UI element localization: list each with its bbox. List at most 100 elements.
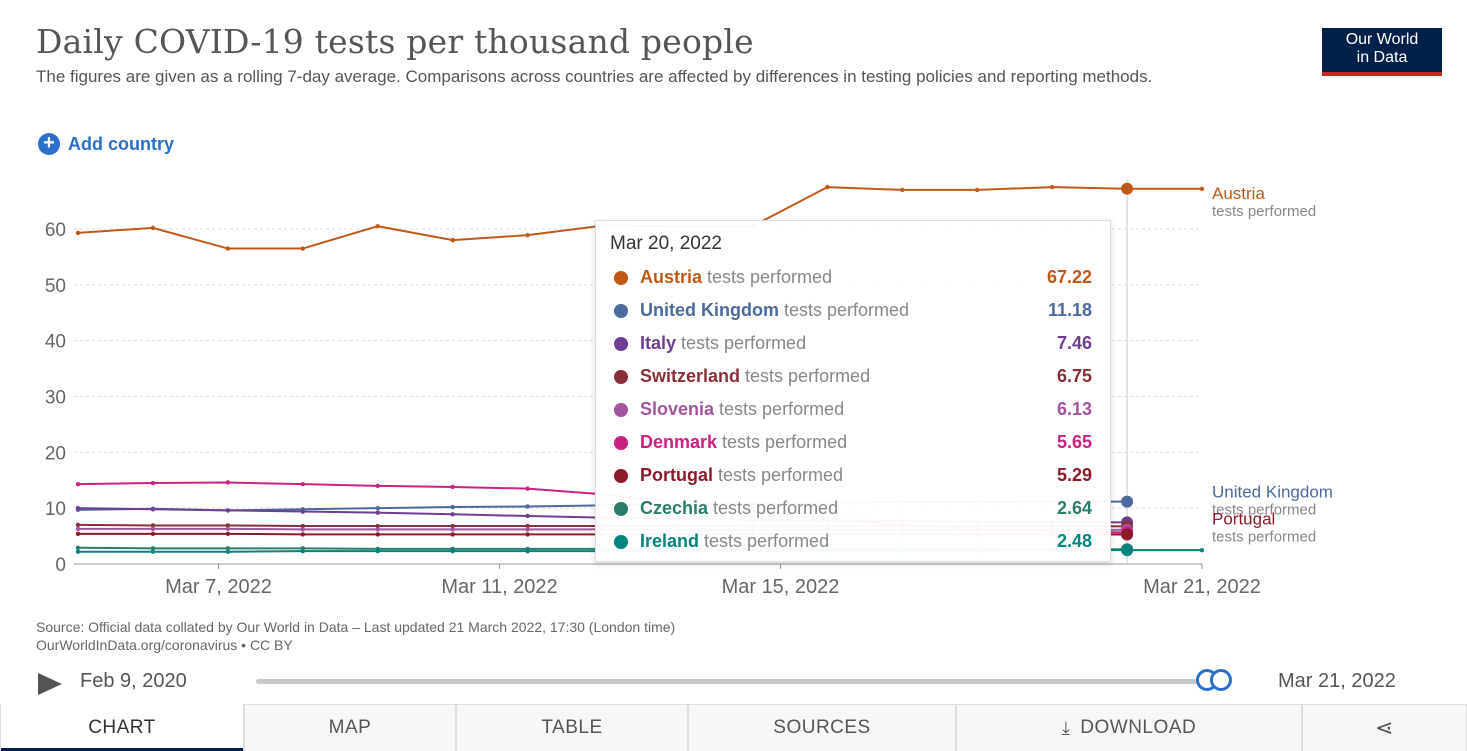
tooltip-country: Slovenia tests performed [640, 399, 845, 419]
data-point [150, 225, 156, 231]
y-tick-label: 30 [45, 388, 66, 409]
tooltip-country: Portugal tests performed [640, 465, 844, 485]
data-point [225, 531, 231, 537]
logo-line-2: in Data [1356, 49, 1408, 66]
data-point [525, 548, 530, 554]
tooltip-row: Slovenia tests performed 6.13 [610, 397, 1100, 423]
share-icon: ⋖ [1375, 715, 1394, 740]
tab-label: DOWNLOAD [1080, 717, 1197, 738]
legend-dot-icon [614, 370, 628, 384]
chart-tooltip: Mar 20, 2022 Austria tests performed 67.2… [595, 220, 1111, 562]
tooltip-row: United Kingdom tests performed 11.18 [610, 298, 1100, 324]
tooltip-country: Italy tests performed [640, 333, 807, 353]
data-point [150, 507, 156, 512]
data-point [1049, 184, 1055, 190]
data-point [150, 549, 156, 554]
source-line-2[interactable]: OurWorldInData.org/coronavirus • CC BY [36, 637, 293, 653]
legend-dot-icon [614, 337, 628, 351]
data-point [225, 523, 231, 528]
data-point [375, 527, 380, 532]
download-icon: ⤓ [1061, 717, 1071, 738]
logo-line-1: Our World [1345, 31, 1419, 48]
data-point [450, 548, 455, 554]
data-point [225, 549, 231, 554]
data-point [825, 184, 830, 190]
hover-dot [1121, 182, 1134, 195]
tab-label: SOURCES [773, 717, 871, 738]
tab-table[interactable]: TABLE [456, 704, 688, 751]
data-point [75, 549, 81, 554]
logo-bar [1322, 72, 1442, 76]
data-point [150, 546, 156, 551]
data-point [375, 483, 380, 489]
legend-dot-icon [614, 469, 628, 483]
tooltip-country: Ireland tests performed [640, 531, 830, 551]
data-point [975, 187, 980, 193]
data-point [225, 508, 231, 513]
tooltip-row: Denmark tests performed 5.65 [610, 430, 1100, 456]
data-point [75, 505, 81, 511]
owid-logo[interactable]: Our World in Data [1322, 28, 1442, 76]
tooltip-country: Czechia tests performed [640, 498, 839, 518]
legend-dot-icon [614, 535, 628, 549]
data-point [525, 504, 530, 509]
hover-dot [1121, 528, 1134, 541]
data-point [450, 512, 455, 517]
hover-dot [1121, 495, 1134, 508]
tab-label: MAP [328, 717, 372, 738]
x-tick-label: Mar 7, 2022 [165, 576, 272, 598]
legend-dot-icon [614, 502, 628, 516]
y-tick-label: 60 [45, 220, 66, 241]
data-point [375, 532, 380, 537]
y-tick-label: 0 [55, 555, 66, 576]
data-point [525, 486, 530, 491]
end-label-sub: tests performed [1212, 203, 1316, 220]
data-point [450, 504, 455, 510]
page-subtitle: The figures are given as a rolling 7-day… [36, 67, 1153, 86]
end-label-portugal: Portugal [1212, 509, 1275, 528]
timeline-track[interactable] [256, 679, 1212, 684]
timeline-end-handle[interactable] [1210, 669, 1232, 691]
data-point [525, 232, 530, 238]
tab-bar: CHART MAP TABLE SOURCES ⤓ DOWNLOAD ⋖ [0, 704, 1467, 751]
tooltip-country: Austria tests performed [640, 267, 833, 287]
x-tick-label: Mar 11, 2022 [441, 576, 557, 598]
tab-download[interactable]: ⤓ DOWNLOAD [956, 704, 1302, 751]
tab-map[interactable]: MAP [244, 704, 456, 751]
tooltip-row: Ireland tests performed 2.48 [610, 529, 1100, 555]
tooltip-row: Italy tests performed 7.46 [610, 331, 1100, 357]
data-point [150, 523, 156, 528]
add-country-button[interactable]: + Add country [38, 133, 174, 155]
data-point [525, 532, 530, 537]
y-tick-label: 40 [45, 332, 66, 353]
tab-label: TABLE [541, 717, 603, 738]
data-point [75, 230, 81, 236]
add-country-label: Add country [68, 133, 174, 154]
data-point [75, 481, 81, 487]
x-tick-label: Mar 15, 2022 [722, 576, 840, 598]
tooltip-value: 6.75 [1056, 366, 1092, 386]
data-point [300, 509, 305, 514]
data-point [150, 531, 156, 537]
tab-share[interactable]: ⋖ [1302, 704, 1467, 751]
tooltip-value: 5.65 [1056, 432, 1092, 452]
tooltip-value: 6.13 [1056, 399, 1092, 419]
tooltip-value: 67.22 [1046, 267, 1092, 287]
tab-chart[interactable]: CHART [0, 704, 244, 751]
data-point [75, 526, 81, 532]
end-label-sub: tests performed [1212, 528, 1316, 545]
data-point [375, 523, 380, 529]
data-point [375, 224, 380, 229]
data-point [150, 480, 156, 486]
data-point [300, 246, 305, 251]
tooltip-row: Switzerland tests performed 6.75 [610, 364, 1100, 390]
play-icon[interactable] [38, 673, 62, 695]
data-point [450, 484, 455, 490]
source-line-1: Source: Official data collated by Our Wo… [36, 619, 676, 635]
tab-sources[interactable]: SOURCES [688, 704, 956, 751]
x-tick-label: Mar 21, 2022 [1143, 576, 1261, 598]
data-point [225, 246, 231, 251]
timeline: Feb 9, 2020 Mar 21, 2022 [0, 664, 1467, 700]
data-point [1199, 547, 1205, 553]
y-tick-label: 50 [45, 276, 66, 297]
